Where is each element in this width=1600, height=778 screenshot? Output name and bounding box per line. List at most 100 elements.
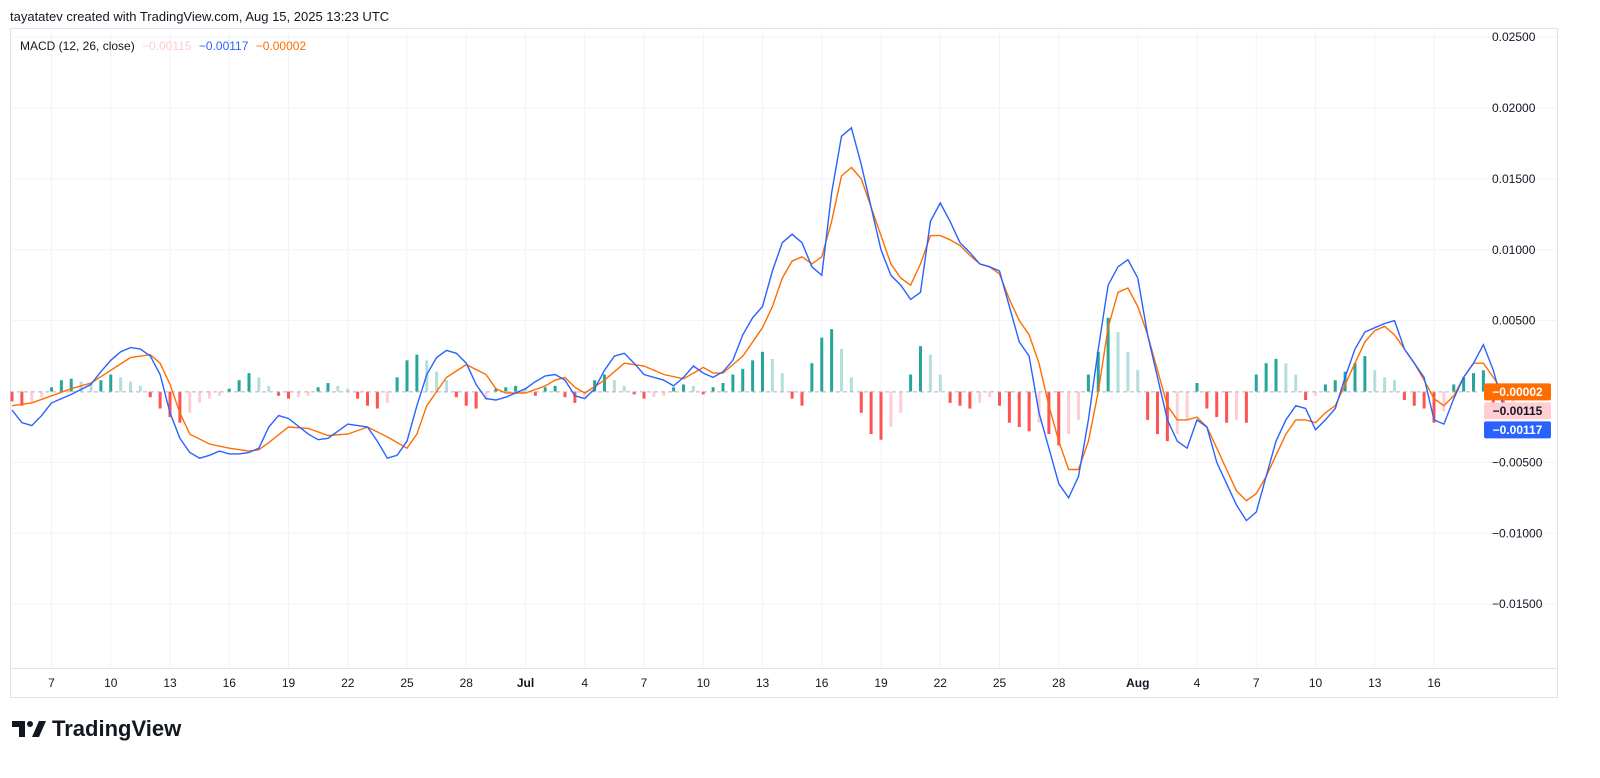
histogram-bar (751, 360, 755, 392)
histogram-bar (1027, 391, 1031, 432)
histogram-bar (464, 391, 468, 406)
histogram-bar (978, 391, 982, 403)
histogram-bar (20, 391, 24, 406)
histogram-bar (1077, 391, 1080, 420)
x-axis[interactable]: 7 10 13 16 19 22 25 28 Jul 4 7 10 13 16 19 22 25 28 Aug 4 7 1… (48, 676, 1441, 690)
brand-name: TradingView (52, 716, 182, 741)
histogram-bar (1244, 391, 1248, 423)
histogram-bar (138, 385, 142, 392)
histogram-bar (662, 391, 666, 396)
histogram-bar (59, 380, 63, 392)
histogram-bar (296, 391, 300, 398)
x-tick-label: 16 (1427, 676, 1441, 690)
histogram-bar (287, 391, 290, 399)
y-tick-label: −0.01000 (1492, 526, 1543, 540)
indicator-legend[interactable]: MACD (12, 26, close) −0.00115 −0.00117 −… (20, 39, 310, 53)
histogram-bar (1136, 370, 1140, 392)
x-tick-label: 4 (581, 676, 588, 690)
histogram-bar (445, 380, 448, 392)
histogram-bar (40, 391, 44, 398)
histogram-bar (1116, 331, 1120, 392)
histogram-bar (1432, 391, 1436, 423)
histogram-bar (1304, 391, 1308, 401)
histogram-bar (1452, 384, 1456, 392)
histogram-bar (1086, 374, 1090, 392)
histogram-bar (1017, 391, 1021, 427)
chart-grid (10, 30, 1557, 668)
y-tick-label: 0.01000 (1492, 243, 1536, 257)
histogram-bar (928, 354, 932, 392)
histogram-bar (474, 391, 478, 409)
histogram-bar (1225, 391, 1229, 423)
histogram-bar (1047, 391, 1051, 435)
histogram-bar (514, 385, 518, 392)
histogram-bar (148, 391, 152, 398)
histogram-bar (1442, 391, 1446, 412)
histogram-bar (1481, 370, 1485, 392)
histogram-bar (1472, 373, 1475, 392)
macd-chart[interactable]: 0.02500 0.02000 0.01500 0.01000 0.00500 −0.00… (0, 0, 1600, 700)
histogram-bar (849, 377, 853, 392)
histogram-bar (642, 391, 646, 399)
tradingview-brand[interactable]: TradingView (12, 716, 181, 742)
histogram-bar (30, 391, 34, 403)
histogram-bar (1462, 377, 1466, 392)
histogram-bar (10, 391, 14, 402)
x-tick-label: 10 (104, 676, 118, 690)
x-tick-label: 28 (460, 676, 474, 690)
histogram-bar (1323, 384, 1327, 392)
y-axis[interactable]: 0.02500 0.02000 0.01500 0.01000 0.00500 −0.00… (1492, 30, 1543, 611)
histogram-bar (237, 380, 241, 392)
histogram-bar (1156, 391, 1159, 435)
histogram-bar (227, 388, 231, 392)
histogram-bar (1057, 391, 1061, 446)
x-tick-label: 19 (282, 676, 296, 690)
histogram-bar (583, 391, 587, 398)
histogram-bar (741, 368, 745, 392)
histogram-layer (10, 317, 1515, 446)
histogram-bar (1402, 391, 1406, 401)
x-tick-label: 25 (993, 676, 1007, 690)
histogram-bar (1106, 317, 1110, 392)
x-tick-label: 16 (815, 676, 829, 690)
x-tick-label: 7 (1253, 676, 1260, 690)
x-tick-label: 19 (874, 676, 888, 690)
histogram-bar (612, 380, 616, 392)
histogram-bar (99, 380, 103, 392)
histogram-bar (158, 391, 162, 409)
macd-price-badge-label: −0.00117 (1493, 423, 1543, 437)
histogram-bar (89, 384, 93, 392)
x-tick-label: 13 (1368, 676, 1382, 690)
x-tick-label: 13 (756, 676, 770, 690)
histogram-bar (998, 391, 1001, 406)
histogram-bar (1274, 358, 1278, 392)
histogram-bar (988, 391, 992, 398)
price-badges: −0.00002 −0.00115 −0.00117 (1484, 383, 1551, 439)
legend-histogram-value: −0.00115 (142, 39, 192, 53)
histogram-bar (188, 391, 192, 413)
histogram-bar (859, 391, 863, 413)
histogram-bar (889, 391, 893, 427)
histogram-bar (1264, 363, 1268, 392)
histogram-bar (129, 381, 132, 392)
indicator-title[interactable]: MACD (12, 26, close) (20, 39, 135, 53)
histogram-bar (119, 377, 123, 392)
histogram-bar (247, 373, 251, 392)
histogram-bar (1511, 391, 1515, 412)
histogram-bar (1175, 391, 1179, 435)
histogram-bar (830, 329, 834, 392)
macd-line (11, 126, 1514, 522)
macd-price-badge (1484, 421, 1551, 439)
histogram-bar (711, 387, 715, 392)
x-tick-label: 22 (934, 676, 948, 690)
histogram-bar (1383, 377, 1387, 392)
histogram-bar (1363, 356, 1367, 392)
histogram-bar (672, 387, 676, 392)
y-tick-label: 0.02500 (1492, 30, 1536, 44)
histogram-bar (533, 391, 537, 396)
histogram-bar (820, 337, 824, 392)
y-tick-label: −0.01500 (1492, 597, 1543, 611)
histogram-bar (208, 391, 211, 399)
histogram-bar (899, 391, 903, 413)
histogram-bar (800, 391, 804, 406)
